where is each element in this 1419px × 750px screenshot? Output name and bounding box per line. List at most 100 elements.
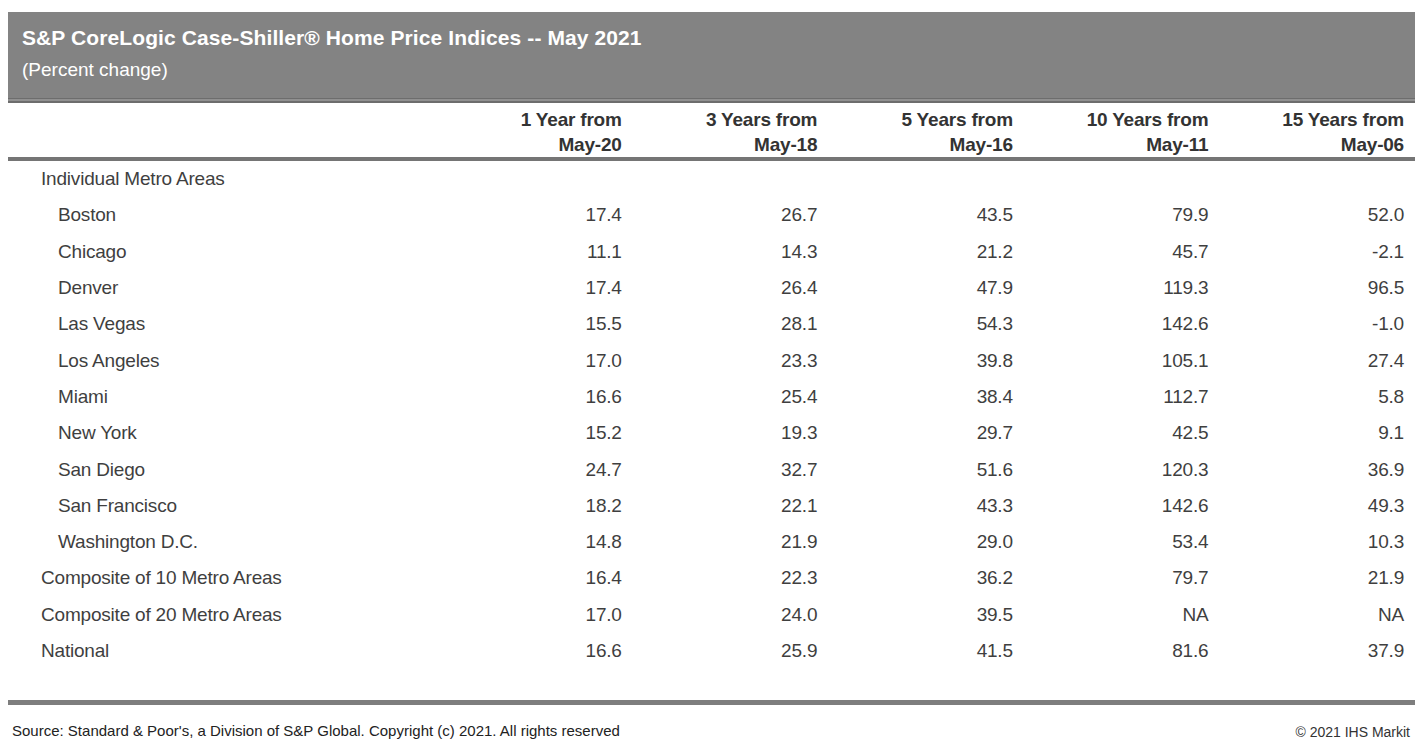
cell-value: 25.4 <box>622 379 818 415</box>
ihs-markit-copyright: © 2021 IHS Markit <box>1295 722 1410 740</box>
cell-value: NA <box>1013 597 1209 633</box>
footer: Source: Standard & Poor's, a Division of… <box>0 717 1419 740</box>
column-header-line2: May-11 <box>1146 134 1208 155</box>
cell-value: 27.4 <box>1208 342 1404 378</box>
cell-value: 16.6 <box>426 379 622 415</box>
cell-value: 17.0 <box>426 342 622 378</box>
column-header-line2: May-16 <box>950 134 1013 155</box>
row-label: Individual Metro Areas <box>8 161 426 197</box>
cell-value: 51.6 <box>817 451 1013 487</box>
cell-value: 81.6 <box>1013 633 1209 669</box>
cell-value: 120.3 <box>1013 451 1209 487</box>
table-row: Miami16.625.438.4112.75.8 <box>8 379 1404 415</box>
cell-value: -1.0 <box>1208 306 1404 342</box>
cell-value: 17.0 <box>426 597 622 633</box>
row-label: National <box>8 633 426 669</box>
cell-value: 29.7 <box>817 415 1013 451</box>
cell-value: 47.9 <box>817 270 1013 306</box>
row-label: New York <box>8 415 426 451</box>
cell-value: 45.7 <box>1013 234 1209 270</box>
cell-value: 42.5 <box>1013 415 1209 451</box>
row-label: Los Angeles <box>8 342 426 378</box>
column-header-1yr: 1 Year from May-20 <box>426 103 622 161</box>
cell-value: 28.1 <box>622 306 818 342</box>
cell-value: 15.2 <box>426 415 622 451</box>
cell-value: 18.2 <box>426 488 622 524</box>
row-label: Las Vegas <box>8 306 426 342</box>
row-label: Composite of 20 Metro Areas <box>8 597 426 633</box>
column-header-3yr: 3 Years from May-18 <box>622 103 818 161</box>
table-header: 1 Year from May-20 3 Years from May-18 5… <box>8 103 1404 161</box>
cell-value: 53.4 <box>1013 524 1209 560</box>
cell-value <box>622 161 818 197</box>
section-row: Individual Metro Areas <box>8 161 1404 197</box>
table-row: San Francisco18.222.143.3142.649.3 <box>8 488 1404 524</box>
row-label: Chicago <box>8 234 426 270</box>
cell-value: 36.2 <box>817 560 1013 596</box>
cell-value: 5.8 <box>1208 379 1404 415</box>
row-label: Boston <box>8 197 426 233</box>
table-row: Composite of 10 Metro Areas16.422.336.27… <box>8 560 1404 596</box>
title-bar: S&P CoreLogic Case-Shiller® Home Price I… <box>8 12 1415 98</box>
cell-value: 25.9 <box>622 633 818 669</box>
table-row: Las Vegas15.528.154.3142.6-1.0 <box>8 306 1404 342</box>
cell-value: 23.3 <box>622 342 818 378</box>
table-row: New York15.219.329.742.59.1 <box>8 415 1404 451</box>
column-header-line1: 5 Years from <box>902 109 1013 130</box>
cell-value: 112.7 <box>1013 379 1209 415</box>
header-row: 1 Year from May-20 3 Years from May-18 5… <box>8 103 1404 161</box>
column-header-line2: May-20 <box>558 134 621 155</box>
cell-value: 54.3 <box>817 306 1013 342</box>
header-divider-rule <box>8 157 1415 161</box>
table-row: Los Angeles17.023.339.8105.127.4 <box>8 342 1404 378</box>
row-label: Miami <box>8 379 426 415</box>
table-row: Boston17.426.743.579.952.0 <box>8 197 1404 233</box>
cell-value: 14.3 <box>622 234 818 270</box>
cell-value: 26.4 <box>622 270 818 306</box>
cell-value: 79.7 <box>1013 560 1209 596</box>
cell-value <box>1013 161 1209 197</box>
row-label: San Francisco <box>8 488 426 524</box>
table-row: San Diego24.732.751.6120.336.9 <box>8 451 1404 487</box>
cell-value: 49.3 <box>1208 488 1404 524</box>
cell-value: 119.3 <box>1013 270 1209 306</box>
cell-value <box>1208 161 1404 197</box>
cell-value: 43.5 <box>817 197 1013 233</box>
cell-value: 17.4 <box>426 270 622 306</box>
row-label: Composite of 10 Metro Areas <box>8 560 426 596</box>
cell-value <box>817 161 1013 197</box>
table-row: Chicago11.114.321.245.7-2.1 <box>8 234 1404 270</box>
table-body: Individual Metro AreasBoston17.426.743.5… <box>8 161 1404 669</box>
column-header-line1: 10 Years from <box>1087 109 1209 130</box>
cell-value: 9.1 <box>1208 415 1404 451</box>
cell-value: 16.4 <box>426 560 622 596</box>
cell-value: 11.1 <box>426 234 622 270</box>
column-header-10yr: 10 Years from May-11 <box>1013 103 1209 161</box>
cell-value: 36.9 <box>1208 451 1404 487</box>
cell-value: NA <box>1208 597 1404 633</box>
cell-value: 79.9 <box>1013 197 1209 233</box>
cell-value: 37.9 <box>1208 633 1404 669</box>
column-header-line2: May-06 <box>1341 134 1404 155</box>
row-label: Denver <box>8 270 426 306</box>
table-row: National16.625.941.581.637.9 <box>8 633 1404 669</box>
header-spacer <box>8 103 426 161</box>
column-header-15yr: 15 Years from May-06 <box>1208 103 1404 161</box>
column-header-line1: 15 Years from <box>1282 109 1404 130</box>
cell-value: 21.9 <box>622 524 818 560</box>
column-header-line2: May-18 <box>754 134 817 155</box>
cell-value: 105.1 <box>1013 342 1209 378</box>
cell-value: 14.8 <box>426 524 622 560</box>
cell-value: 38.4 <box>817 379 1013 415</box>
cell-value: 52.0 <box>1208 197 1404 233</box>
table-row: Washington D.C.14.821.929.053.410.3 <box>8 524 1404 560</box>
column-header-line1: 1 Year from <box>521 109 622 130</box>
report-subtitle: (Percent change) <box>22 58 1415 82</box>
bottom-rule <box>8 700 1415 705</box>
cell-value: 19.3 <box>622 415 818 451</box>
cell-value: 43.3 <box>817 488 1013 524</box>
source-note: Source: Standard & Poor's, a Division of… <box>12 722 620 739</box>
cell-value: 15.5 <box>426 306 622 342</box>
report-title: S&P CoreLogic Case-Shiller® Home Price I… <box>22 25 1415 51</box>
cell-value: 32.7 <box>622 451 818 487</box>
